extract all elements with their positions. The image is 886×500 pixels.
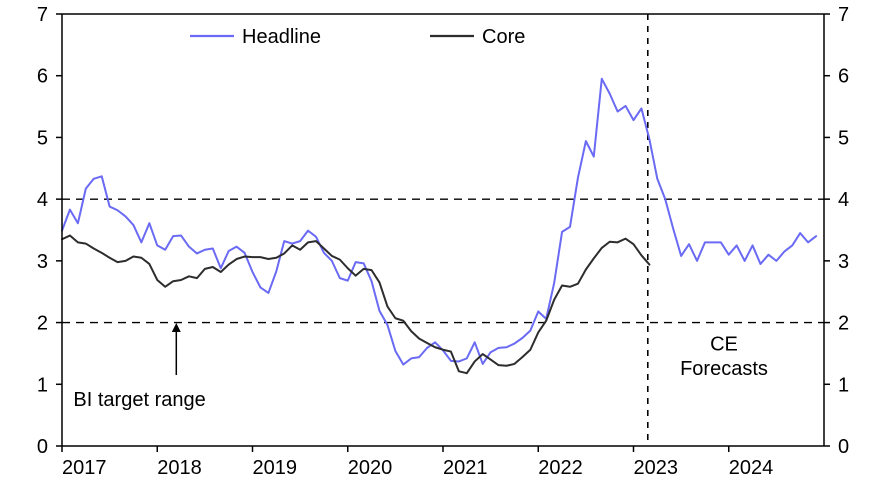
xtick-label: 2021: [443, 457, 488, 479]
ytick-label-right: 7: [838, 4, 849, 26]
ytick-label-left: 4: [37, 189, 48, 211]
chart-svg: 0 0 1 1 2 2 3 3 4 4 5 5 6 6 7 7 2017 2018 2019 2020 2021 2022…: [0, 0, 886, 500]
ytick-label-left: 7: [37, 4, 48, 26]
ytick-label-left: 0: [37, 436, 48, 458]
xtick-label: 2019: [253, 457, 298, 479]
ytick-label-right: 5: [838, 127, 849, 149]
ytick-label-right: 1: [838, 374, 849, 396]
ce-forecasts-line2: Forecasts: [680, 358, 768, 380]
ytick-label-left: 2: [37, 313, 48, 335]
ytick-label-right: 4: [838, 189, 849, 211]
ytick-label-right: 2: [838, 313, 849, 335]
ytick-label-right: 6: [838, 66, 849, 88]
inflation-chart: 0 0 1 1 2 2 3 3 4 4 5 5 6 6 7 7 2017 2018 2019 2020 2021 2022…: [0, 0, 886, 500]
xtick-label: 2017: [62, 457, 107, 479]
ytick-label-left: 6: [37, 66, 48, 88]
xtick-label: 2020: [348, 457, 393, 479]
bi-target-label: BI target range: [73, 389, 205, 411]
ce-forecasts-line1: CE: [710, 333, 738, 355]
xtick-label: 2023: [634, 457, 679, 479]
xtick-label: 2018: [157, 457, 202, 479]
legend-label-core: Core: [482, 26, 525, 48]
ytick-label-right: 0: [838, 436, 849, 458]
chart-bg: [0, 0, 886, 500]
ytick-label-left: 5: [37, 127, 48, 149]
xtick-label: 2024: [729, 457, 774, 479]
ytick-label-right: 3: [838, 251, 849, 273]
legend-label-headline: Headline: [242, 26, 321, 48]
ytick-label-left: 1: [37, 374, 48, 396]
xtick-label: 2022: [538, 457, 583, 479]
ytick-label-left: 3: [37, 251, 48, 273]
